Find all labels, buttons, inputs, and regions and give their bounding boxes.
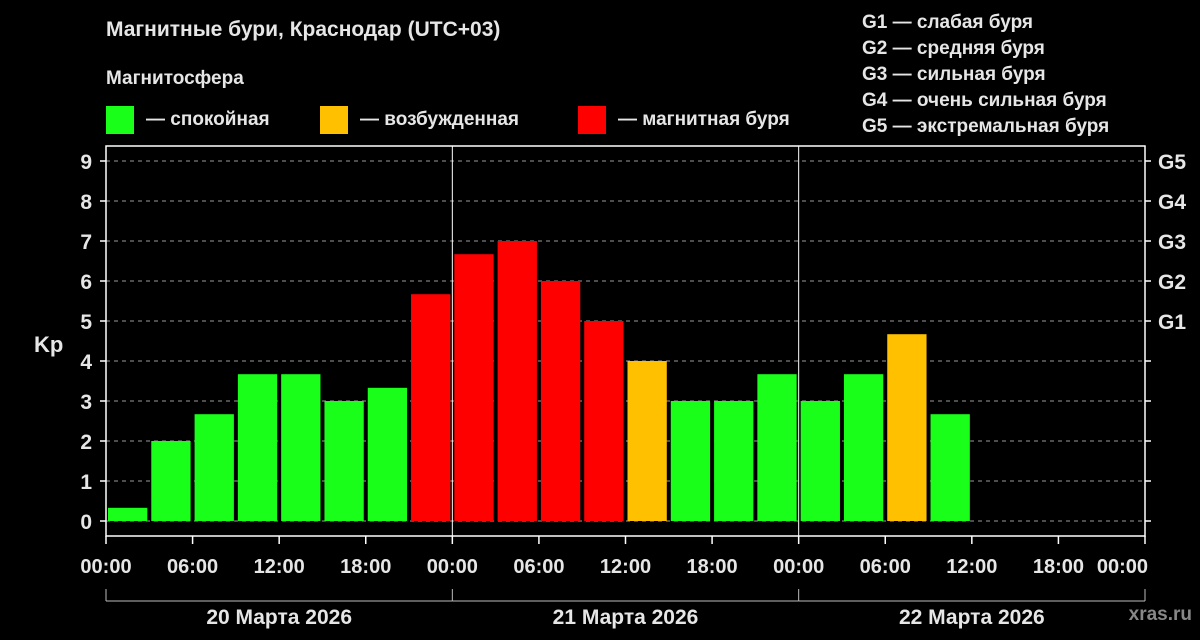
site-watermark: xras.ru	[1128, 604, 1192, 625]
y-tick-label: 3	[80, 391, 92, 414]
legend-item-storm: — магнитная буря	[578, 106, 790, 134]
kp-bar	[324, 401, 364, 521]
y-tick-label: 8	[80, 191, 92, 214]
x-tick-label: 00:00	[1097, 556, 1148, 578]
kp-bar	[627, 361, 667, 521]
g-legend-g2: G2 — средняя буря	[862, 38, 1045, 59]
day-label: 21 Марта 2026	[553, 606, 699, 629]
x-tick-label: 12:00	[946, 556, 997, 578]
y-tick-label: 4	[80, 351, 92, 374]
y-tick-label: 9	[80, 151, 92, 174]
y-axis-label: Kp	[34, 332, 63, 357]
kp-bar	[281, 374, 321, 521]
g-legend-g5: G5 — экстремальная буря	[862, 116, 1110, 137]
kp-bar	[108, 507, 148, 521]
kp-bar	[670, 401, 711, 521]
kp-bar	[584, 321, 624, 521]
g-level-label: G1	[1158, 311, 1186, 334]
kp-bar	[714, 401, 754, 521]
g-level-label: G5	[1158, 151, 1186, 174]
legend-item-active: — возбужденная	[320, 106, 519, 134]
legend-label-quiet: — спокойная	[146, 109, 270, 130]
kp-bar	[887, 334, 927, 521]
kp-bar	[151, 441, 191, 521]
x-tick-label: 06:00	[860, 556, 911, 578]
g-legend-g1: G1 — слабая буря	[862, 12, 1034, 33]
legend-swatch-active	[320, 106, 348, 134]
legend-item-quiet: — спокойная	[106, 106, 270, 134]
y-tick-label: 1	[80, 471, 92, 494]
g-level-label: G3	[1158, 231, 1186, 254]
kp-bar	[454, 254, 494, 521]
g-scale-legend: G1 — слабая буря G2 — средняя буря G3 — …	[862, 10, 1109, 140]
g-legend-g4: G4 — очень сильная буря	[862, 90, 1107, 111]
g-level-label: G4	[1158, 191, 1186, 214]
x-tick-label: 12:00	[600, 556, 651, 578]
x-tick-label: 18:00	[340, 556, 391, 578]
y-tick-label: 6	[80, 271, 92, 294]
y-tick-label: 5	[80, 311, 92, 334]
x-tick-label: 12:00	[254, 556, 305, 578]
x-tick-label: 00:00	[427, 556, 478, 578]
x-tick-label: 18:00	[687, 556, 738, 578]
kp-bar	[194, 414, 234, 521]
y-tick-label: 7	[80, 231, 92, 254]
y-tick-label: 2	[80, 431, 92, 454]
legend-swatch-quiet	[106, 106, 134, 134]
kp-bar	[367, 387, 408, 521]
x-tick-label: 06:00	[513, 556, 564, 578]
y-tick-label: 0	[80, 511, 92, 534]
chart-title: Магнитные бури, Краснодар (UTC+03)	[106, 18, 501, 41]
kp-bar	[757, 374, 797, 521]
day-label: 20 Марта 2026	[206, 606, 352, 629]
kp-bar	[540, 281, 581, 521]
day-label: 22 Марта 2026	[899, 606, 1045, 629]
magnetosphere-label: Магнитосфера	[106, 68, 244, 89]
x-tick-label: 06:00	[167, 556, 218, 578]
g-legend-g3: G3 — сильная буря	[862, 64, 1046, 85]
legend-swatch-storm	[578, 106, 606, 134]
kp-bar	[843, 374, 884, 521]
x-tick-label: 00:00	[773, 556, 824, 578]
kp-bar	[411, 294, 451, 521]
legend-label-storm: — магнитная буря	[618, 109, 790, 130]
kp-bar	[237, 374, 278, 521]
g-level-label: G2	[1158, 271, 1186, 294]
x-tick-label: 18:00	[1033, 556, 1084, 578]
x-tick-label: 00:00	[80, 556, 131, 578]
kp-bar	[930, 414, 970, 521]
legend-label-active: — возбужденная	[360, 109, 520, 130]
kp-bar	[497, 241, 537, 521]
kp-bar	[800, 401, 840, 521]
